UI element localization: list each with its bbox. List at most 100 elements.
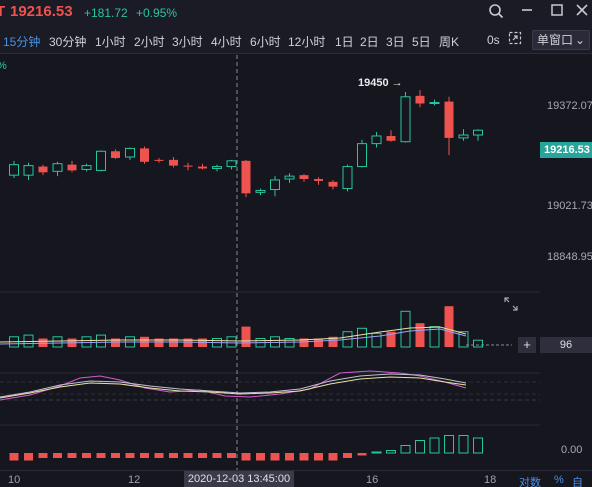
volume-ma-line [0,326,467,343]
candle-body [38,166,48,173]
tf-3d[interactable]: 3日 [386,35,405,49]
volume-bar [314,338,323,347]
macd-bar [357,453,367,456]
volume-bar [371,332,382,348]
volume-bar [458,331,469,348]
macd-bar [458,435,469,454]
pane-select[interactable]: 单窗口 ⌄ [532,30,590,50]
x-tick: 16 [366,474,379,486]
x-tick: 18 [484,474,497,486]
y-tick: 19372.07 [547,100,592,112]
macd-bar [473,437,483,454]
volume-bar [444,306,454,347]
candle-body [270,179,280,191]
candle-body [67,164,77,171]
expand-icon[interactable] [503,296,519,312]
chart-area[interactable]: 19372.07 19021.73 18848.95 0.00 % 19450 … [0,55,592,470]
tf-15min[interactable]: 15分钟 [3,35,41,49]
candle-body [183,165,193,167]
tf-6h[interactable]: 6小时 [250,35,281,49]
auto-scale-toggle[interactable]: 自动 [572,477,583,487]
candle-body [314,178,323,181]
candle-body [357,143,367,168]
macd-bar [198,453,207,458]
volume-bar [38,338,48,347]
maximize-icon[interactable] [547,3,567,23]
candle-body [9,164,19,176]
minimize-icon[interactable] [517,3,537,23]
tf-1d[interactable]: 1日 [335,35,354,49]
fullscreen-icon[interactable] [508,31,522,48]
close-icon[interactable] [572,3,592,23]
macd-bar [67,453,77,458]
volume-bar [429,326,440,348]
percent-scale-toggle[interactable]: % [554,474,564,486]
macd-bar [140,453,149,458]
time-axis: 10 12 14 16 18 2020-12-03 13:45:00 对数 % … [0,470,592,487]
refresh-interval[interactable]: 0s [487,33,500,47]
volume-bar [183,338,193,347]
candle-body [255,189,266,193]
kdj-j-line [0,370,467,401]
candle-body [386,135,396,141]
candle-body [212,166,222,169]
macd-bar [299,453,309,461]
volume-bar [226,336,237,348]
tf-5d[interactable]: 5日 [412,35,431,49]
volume-bar [111,338,120,347]
high-value: 19450 [358,77,389,89]
macd-value: 0.00 [561,444,582,456]
tf-30min[interactable]: 30分钟 [49,35,87,49]
macd-bar [314,453,323,461]
tf-2d[interactable]: 2日 [360,35,379,49]
macd-bar [241,453,251,461]
kdj-d-line [0,376,467,399]
volume-bar [328,336,338,347]
candlestick-chart[interactable]: 19372.07 19021.73 18848.95 0.00 % [0,55,592,470]
tf-3h[interactable]: 3小时 [172,35,203,49]
tf-2h[interactable]: 2小时 [134,35,165,49]
log-scale-toggle[interactable]: 对数 [519,477,541,487]
macd-bar [227,453,236,458]
x-tick: 10 [8,474,21,486]
add-indicator-button[interactable]: + [518,337,536,353]
macd-bar [386,450,396,454]
macd-bar [183,453,193,458]
macd-bar [371,451,382,454]
candle-body [125,147,135,158]
timeframe-bar: 15分钟 30分钟 1小时 2小时 3小时 4小时 6小时 12小时 1日 2日… [0,26,592,54]
macd-bar [285,453,294,461]
volume-bar [169,338,178,347]
volume-bar [415,323,425,347]
tf-1h[interactable]: 1小时 [95,35,126,49]
volume-value-tag: 96 [540,337,592,353]
candle-body [284,175,295,180]
macd-bar [343,453,352,458]
pane-select-label: 单窗口 [537,33,574,47]
candle-body [241,160,251,194]
macd-bar [256,453,265,461]
search-icon[interactable] [486,3,506,23]
macd-bars-group [9,435,483,461]
macd-bar [328,453,338,461]
y-tick: 19021.73 [547,200,592,212]
candle-body [169,159,178,166]
candle-body [111,151,120,158]
candle-body [23,165,34,176]
tf-week[interactable]: 周K [439,35,460,49]
price-change: +181.72 [84,6,128,20]
volume-bar [386,331,396,347]
candle-body [371,135,382,145]
candle-body [52,163,63,172]
candle-body [226,160,237,168]
candle-body [429,102,440,105]
volume-bar [96,334,106,348]
high-label: 19450 → [358,77,403,89]
tf-4h[interactable]: 4小时 [211,35,242,49]
macd-bar [444,435,454,454]
candles-group [9,90,483,198]
candle-body [299,175,309,179]
candle-body [458,134,469,139]
tf-12h[interactable]: 12小时 [288,35,326,49]
macd-bar [96,453,106,458]
